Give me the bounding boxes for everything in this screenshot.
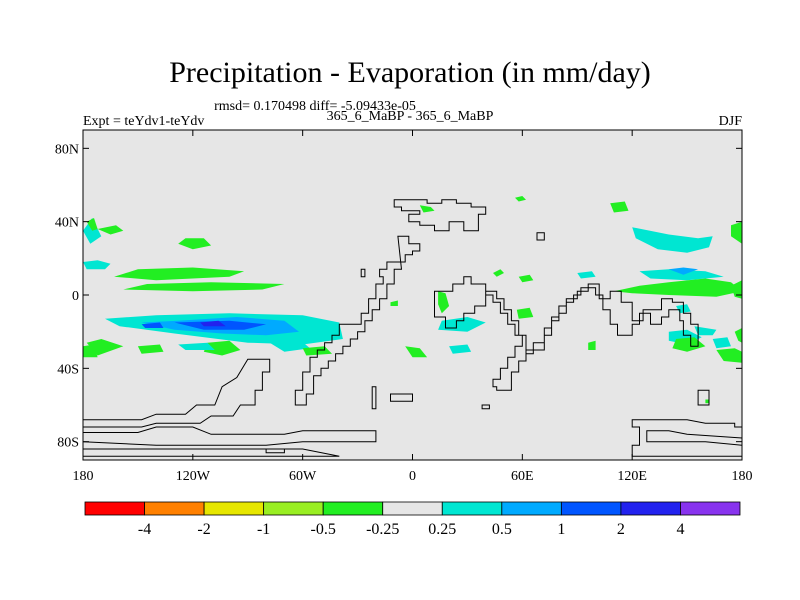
colorbar-box-3 <box>263 501 324 516</box>
land-outline-9 <box>265 448 285 454</box>
colorbar-box-0 <box>84 501 145 516</box>
case-label: 365_6_MaBP - 365_6_MaBP <box>327 109 494 124</box>
colorbar-label-2: -1 <box>257 521 270 538</box>
colorbar-box-6 <box>441 501 503 516</box>
colorbar-label-8: 2 <box>617 521 625 538</box>
y-tick-label-1: 40N <box>55 216 79 231</box>
contour-region-1 <box>86 218 98 231</box>
contour-region-29 <box>731 221 742 244</box>
contour-region-4 <box>178 238 212 250</box>
contour-region-0 <box>83 218 102 244</box>
y-tick-label-3: 40S <box>57 362 79 377</box>
y-tick-label-0: 80N <box>55 142 79 157</box>
contour-region-19 <box>438 291 450 314</box>
contour-region-10 <box>200 320 226 327</box>
colorbar-box-2 <box>203 501 265 516</box>
x-tick-label-0: 180 <box>73 469 94 484</box>
contour-region-35 <box>613 278 742 297</box>
x-tick-label-6: 180 <box>732 469 753 484</box>
land-outline-5 <box>371 386 377 410</box>
y-tick-label-4: 80S <box>57 436 79 451</box>
stats-line: rmsd= 0.170498 diff= -5.09433e-05 <box>214 99 416 114</box>
contour-region-36 <box>731 280 742 299</box>
colorbar-label-6: 0.5 <box>492 521 512 538</box>
contour-region-25 <box>419 205 435 213</box>
contour-region-33 <box>639 269 724 281</box>
contour-region-18 <box>390 300 398 306</box>
colorbar-label-4: -0.25 <box>366 521 399 538</box>
contour-region-27 <box>610 201 629 213</box>
contour-region-45 <box>705 399 709 404</box>
land-outline-2 <box>360 268 366 278</box>
contour-region-23 <box>516 307 534 319</box>
contour-region-31 <box>577 271 596 279</box>
colorbar-label-0: -4 <box>138 521 151 538</box>
colorbar-box-10 <box>680 501 741 516</box>
colorbar-box-1 <box>144 501 205 516</box>
contour-region-16 <box>269 339 310 352</box>
contour-region-43 <box>734 328 742 343</box>
colorbar-label-7: 1 <box>557 521 565 538</box>
land-outline-13 <box>631 419 742 457</box>
contour-region-40 <box>672 337 706 352</box>
y-tick-label-2: 0 <box>72 289 79 304</box>
land-outline-0 <box>393 199 487 232</box>
land-outline-6 <box>83 358 271 428</box>
land-outline-10 <box>434 276 699 391</box>
colorbar-box-8 <box>560 501 622 516</box>
contour-region-5 <box>114 267 245 281</box>
x-tick-label-5: 120E <box>617 469 647 484</box>
contour-region-3 <box>97 225 124 235</box>
contour-region-41 <box>712 337 731 349</box>
contour-region-6 <box>123 282 285 292</box>
chart-title: Precipitation - Evaporation (in mm/day) <box>169 56 651 89</box>
colorbar-label-9: 4 <box>676 521 684 538</box>
season-label: DJF <box>719 114 743 129</box>
contour-region-30 <box>493 269 504 277</box>
contour-region-13 <box>137 344 164 354</box>
axis-ticks: 180 120W 60W 0 60E 120E 180 80N 40N 0 40S 80S <box>55 130 753 484</box>
land-outline-1 <box>536 232 545 241</box>
contour-region-34 <box>668 267 699 275</box>
land-outline-3 <box>294 235 421 406</box>
colorbar-box-7 <box>501 501 562 516</box>
x-tick-label-2: 60W <box>289 469 317 484</box>
contour-region-32 <box>518 274 534 283</box>
x-tick-label-4: 60E <box>511 469 534 484</box>
contour-region-38 <box>694 326 717 336</box>
contour-region-42 <box>716 348 742 363</box>
colorbar-label-3: -0.5 <box>311 521 336 538</box>
colorbar: -4 -2 -1 -0.5 -0.25 0.25 0.5 1 2 4 <box>84 501 741 538</box>
continent-outlines <box>83 199 742 457</box>
land-outline-4 <box>390 393 413 402</box>
land-outline-12 <box>697 389 710 406</box>
contour-region-2 <box>83 260 111 270</box>
map-background <box>83 130 742 460</box>
contour-region-15 <box>178 342 215 350</box>
contour-region-11 <box>141 322 164 328</box>
contour-region-26 <box>515 196 526 202</box>
contour-region-21 <box>405 346 428 358</box>
colorbar-box-4 <box>322 501 384 516</box>
colorbar-box-9 <box>620 501 681 516</box>
colorbar-box-5 <box>382 501 443 516</box>
land-outline-7 <box>83 426 377 446</box>
contour-fills <box>83 196 742 404</box>
contour-region-22 <box>449 344 472 354</box>
colorbar-label-1: -2 <box>197 521 210 538</box>
contour-region-28 <box>632 227 713 253</box>
x-tick-label-1: 120W <box>176 469 211 484</box>
land-outline-11 <box>481 404 490 410</box>
contour-region-14 <box>203 340 241 356</box>
experiment-label: Expt = teYdv1-teYdv <box>83 114 204 129</box>
contour-region-24 <box>83 344 98 358</box>
land-outline-8 <box>83 448 340 457</box>
x-tick-label-3: 0 <box>409 469 416 484</box>
colorbar-label-5: 0.25 <box>428 521 456 538</box>
contour-region-44 <box>588 340 596 350</box>
